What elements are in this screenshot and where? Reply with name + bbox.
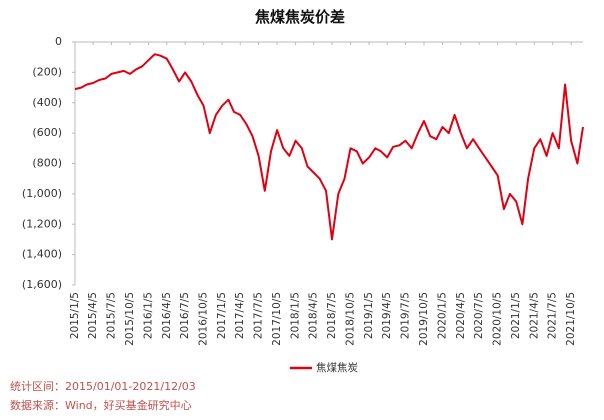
x-tick-label: 2020/10/5 xyxy=(492,292,504,346)
y-tick-label: (1,000) xyxy=(22,187,62,200)
x-tick-label: 2021/1/5 xyxy=(510,292,522,339)
x-tick-label: 2020/1/5 xyxy=(437,292,449,339)
x-tick-label: 2015/1/5 xyxy=(69,292,81,339)
y-tick-label: 0 xyxy=(55,35,62,48)
x-tick-label: 2017/1/5 xyxy=(216,292,228,339)
y-tick-label: (1,600) xyxy=(22,278,62,291)
x-tick-label: 2017/7/5 xyxy=(253,292,265,339)
x-tick-label: 2021/10/5 xyxy=(565,292,577,346)
y-tick-label: (200) xyxy=(32,65,62,78)
x-tick-label: 2017/10/5 xyxy=(271,292,283,346)
x-tick-label: 2018/1/5 xyxy=(290,292,302,339)
x-tick-label: 2018/10/5 xyxy=(345,292,357,346)
x-tick-label: 2015/7/5 xyxy=(105,292,117,339)
x-tick-label: 2018/4/5 xyxy=(308,292,320,339)
line-series xyxy=(74,53,584,241)
y-tick-label: (1,200) xyxy=(22,217,62,230)
x-tick-label: 2019/7/5 xyxy=(399,292,411,339)
y-tick-label: (600) xyxy=(32,126,62,139)
x-tick-label: 2021/7/5 xyxy=(547,292,559,339)
x-tick-label: 2020/4/5 xyxy=(455,292,467,339)
footnote: 数据来源：Wind，好买基金研究中心 xyxy=(10,398,192,412)
x-tick-label: 2021/4/5 xyxy=(528,292,540,339)
chart-title: 焦煤焦炭价差 xyxy=(254,8,345,26)
x-tick-label: 2020/7/5 xyxy=(473,292,485,339)
x-tick-label: 2016/4/5 xyxy=(161,292,173,339)
x-tick-label: 2019/4/5 xyxy=(381,292,393,339)
y-tick-label: (400) xyxy=(32,96,62,109)
x-tick-label: 2016/7/5 xyxy=(179,292,191,339)
x-tick-label: 2016/1/5 xyxy=(142,292,154,339)
x-tick-label: 2017/4/5 xyxy=(234,292,246,339)
x-tick-label: 2019/10/5 xyxy=(418,292,430,346)
y-tick-label: (800) xyxy=(32,157,62,170)
x-tick-label: 2019/1/5 xyxy=(363,292,375,339)
y-tick-label: (1,400) xyxy=(22,248,62,261)
x-tick-label: 2018/7/5 xyxy=(326,292,338,339)
footnote: 统计区间：2015/01/01-2021/12/03 xyxy=(10,380,196,393)
x-tick-label: 2016/10/5 xyxy=(198,292,210,346)
x-tick-label: 2015/4/5 xyxy=(87,292,99,339)
x-tick-label: 2015/10/5 xyxy=(124,292,136,346)
legend-label: 焦煤焦炭 xyxy=(316,361,358,374)
